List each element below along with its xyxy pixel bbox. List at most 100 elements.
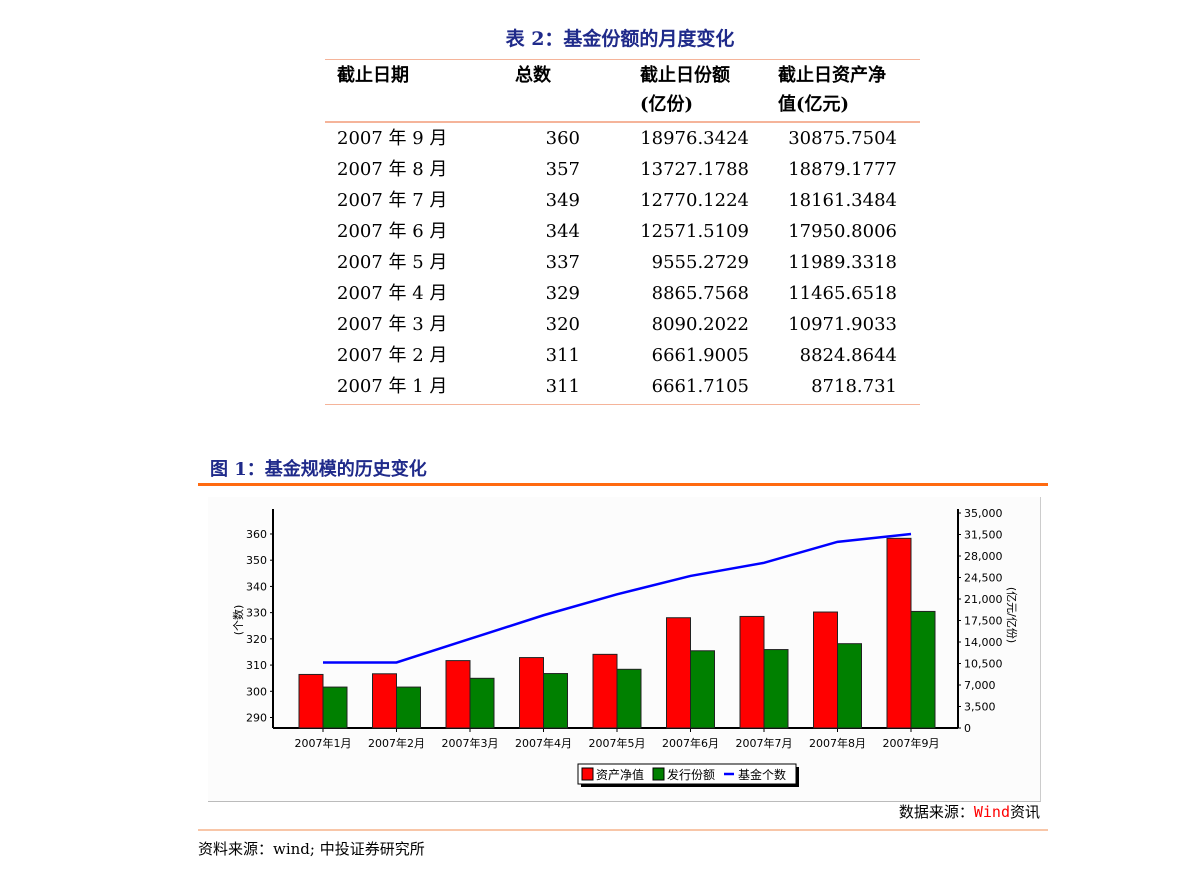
shares-cell: 6661.9005 — [651, 345, 749, 366]
date-cell: 2007 年 5 月 — [337, 252, 448, 273]
fund-size-chart: 290 300 310 320 330 340 350 360 0 3,500 7,000 10,50… — [232, 507, 1018, 787]
right-axis-title: (亿元/亿份) — [1005, 587, 1018, 643]
shares-bar — [837, 643, 862, 729]
left-axis-tick-label: 330 — [246, 607, 267, 620]
total-cell: 320 — [545, 314, 580, 335]
shares-cell: 13727.1788 — [640, 159, 749, 180]
left-axis-tick-label: 320 — [246, 633, 267, 646]
right-axis-tick-label: 21,000 — [964, 593, 1003, 606]
shares-cell: 12770.1224 — [640, 190, 749, 211]
shares-cell: 9555.2729 — [651, 252, 749, 273]
x-axis-tick-label: 2007年1月 — [295, 736, 352, 750]
x-axis-tick-label: 2007年9月 — [883, 736, 940, 750]
date-cell: 2007 年 8 月 — [337, 159, 448, 180]
total-cell: 329 — [545, 283, 580, 304]
figure-title: 图 1：基金规模的历史变化 — [210, 459, 427, 480]
nav-cell: 17950.8006 — [788, 221, 897, 242]
right-axis-tick-label: 14,000 — [964, 636, 1003, 649]
left-axis-tick-label: 290 — [246, 712, 267, 725]
table-header-cell: (亿份) — [640, 94, 694, 115]
shares-cell: 8090.2022 — [651, 314, 749, 335]
x-axis-tick-label: 2007年2月 — [368, 736, 425, 750]
nav-cell: 8824.8644 — [799, 345, 897, 366]
total-cell: 311 — [545, 376, 580, 397]
legend-swatch — [652, 767, 665, 781]
nav-bar — [739, 615, 765, 729]
table-title: 表 2：基金份额的月度变化 — [505, 28, 735, 50]
right-axis-tick-label: 10,500 — [964, 658, 1003, 671]
chart-frame: 290 300 310 320 330 340 350 360 0 3,500 7,000 10,50… — [208, 497, 1041, 802]
legend-label: 资产净值 — [596, 767, 644, 782]
nav-bar — [666, 617, 691, 729]
left-axis-tick-label: 310 — [246, 659, 267, 672]
right-axis-tick-label: 17,500 — [964, 615, 1003, 628]
chart-source-prefix: 数据来源： — [898, 803, 974, 821]
total-cell: 349 — [545, 190, 580, 211]
x-axis-tick-label: 2007年8月 — [809, 736, 866, 750]
shares-bar — [763, 649, 789, 729]
date-cell: 2007 年 3 月 — [337, 314, 448, 335]
nav-cell: 11989.3318 — [788, 252, 897, 273]
total-cell: 311 — [545, 345, 580, 366]
nav-cell: 10971.9033 — [788, 314, 897, 335]
date-cell: 2007 年 9 月 — [337, 128, 448, 149]
nav-bar — [519, 657, 544, 729]
chart-source-suffix: 资讯 — [1009, 803, 1040, 821]
shares-bar — [543, 673, 568, 729]
x-axis-tick-label: 2007年5月 — [589, 736, 646, 750]
legend-label: 发行份额 — [667, 767, 715, 782]
left-axis-title: (个数) — [232, 605, 245, 636]
date-cell: 2007 年 1 月 — [337, 376, 448, 397]
total-cell: 337 — [545, 252, 580, 273]
nav-bar — [445, 660, 471, 729]
nav-bar — [592, 653, 618, 729]
shares-bar — [469, 677, 495, 729]
shares-bar — [322, 686, 348, 729]
right-axis-tick-label: 7,000 — [964, 679, 996, 692]
total-cell: 357 — [545, 159, 580, 180]
total-cell: 344 — [545, 221, 580, 242]
shares-cell: 18976.3424 — [640, 128, 749, 149]
right-axis-tick-label: 0 — [964, 722, 971, 735]
x-axis-tick-label: 2007年7月 — [736, 736, 793, 750]
table-header-cell: 值(亿元) — [778, 94, 850, 115]
table-header-cell: 总数 — [515, 65, 551, 86]
x-axis-tick-label: 2007年3月 — [442, 736, 499, 750]
legend-label: 基金个数 — [738, 767, 786, 782]
date-cell: 2007 年 4 月 — [337, 283, 448, 304]
shares-bar — [690, 650, 715, 729]
legend-swatch — [581, 767, 594, 781]
chart-source-brand: Wind — [973, 803, 1010, 821]
nav-cell: 11465.6518 — [788, 283, 897, 304]
left-axis-tick-label: 340 — [246, 580, 267, 593]
right-axis-tick-label: 31,500 — [964, 529, 1003, 542]
table-header-cell: 截止日资产净 — [778, 65, 886, 86]
nav-cell: 8718.731 — [811, 376, 897, 397]
nav-cell: 30875.7504 — [788, 128, 897, 149]
total-cell: 360 — [545, 128, 580, 149]
shares-cell: 12571.5109 — [640, 221, 749, 242]
date-cell: 2007 年 6 月 — [337, 221, 448, 242]
nav-bar — [372, 673, 397, 729]
table-header-rule — [325, 121, 920, 123]
nav-cell: 18879.1777 — [788, 159, 897, 180]
date-cell: 2007 年 2 月 — [337, 345, 448, 366]
right-axis-tick-label: 35,000 — [964, 507, 1003, 520]
footer-rule — [198, 829, 1048, 831]
nav-cell: 18161.3484 — [788, 190, 897, 211]
date-cell: 2007 年 7 月 — [337, 190, 448, 211]
shares-bar — [616, 668, 642, 729]
table-header-cell: 截止日期 — [337, 65, 409, 86]
left-axis-tick-label: 300 — [246, 685, 267, 698]
shares-bar — [396, 686, 421, 729]
table-bottom-rule — [325, 404, 920, 405]
x-axis-tick-label: 2007年4月 — [515, 736, 572, 750]
table-header-cell: 截止日份额 — [640, 65, 730, 86]
chart-source: 数据来源：Wind资讯 — [899, 801, 1040, 822]
nav-bar — [886, 537, 912, 729]
left-axis-tick-label: 350 — [246, 554, 267, 567]
shares-cell: 6661.7105 — [651, 376, 749, 397]
nav-bar — [813, 611, 838, 729]
left-axis-tick-label: 360 — [246, 528, 267, 541]
x-axis-tick-label: 2007年6月 — [662, 736, 719, 750]
